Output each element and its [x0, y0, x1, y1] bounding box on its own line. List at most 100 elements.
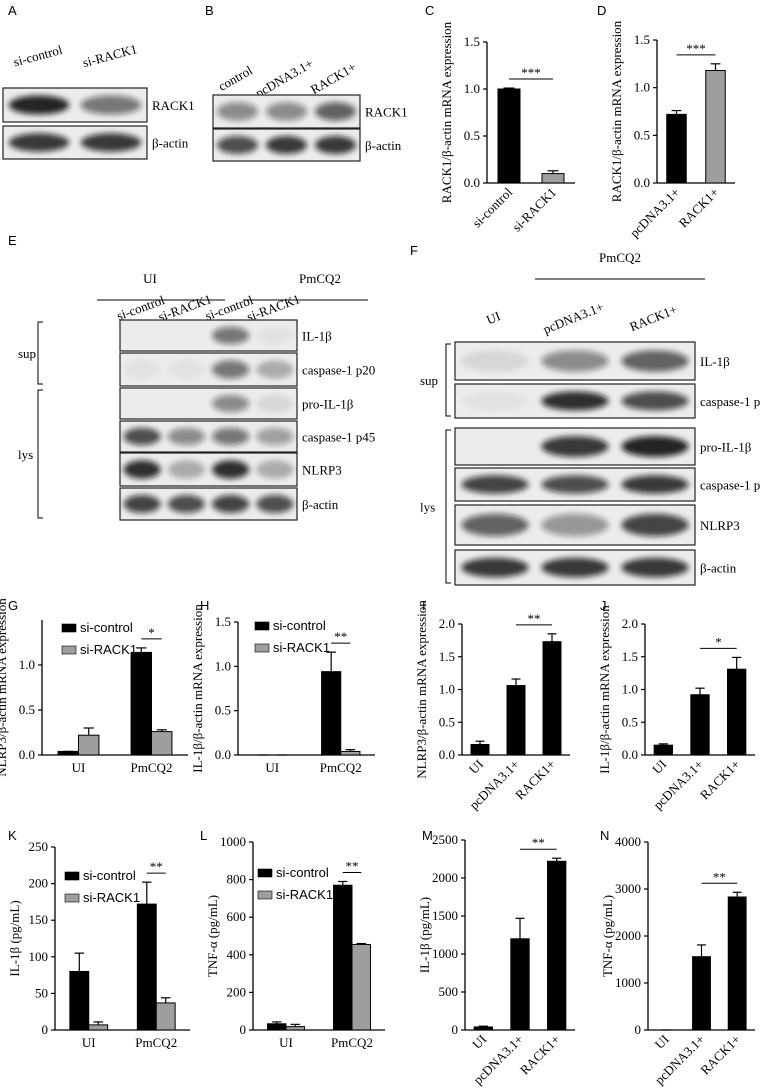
- y-tick-label: 4000: [615, 834, 641, 849]
- x-tick-label: PmCQ2: [331, 1035, 373, 1050]
- bar: [506, 685, 526, 756]
- panel-letter: A: [8, 3, 17, 18]
- band-label: IL-1β: [700, 354, 730, 369]
- y-axis-label: TNF-α (pg/mL): [205, 895, 220, 977]
- legend-swatch: [257, 890, 273, 900]
- bar: [285, 1026, 305, 1031]
- bar: [541, 173, 565, 184]
- y-tick-label: 0.0: [19, 747, 35, 762]
- panel-letter: D: [597, 3, 606, 18]
- blot-band: [621, 350, 689, 372]
- significance-label: **: [150, 859, 163, 874]
- y-axis-label: TNF-α (pg/mL): [600, 895, 615, 977]
- band-label: RACK1: [152, 98, 195, 113]
- x-tick-label: PmCQ2: [131, 760, 173, 775]
- y-tick-label: 1500: [432, 908, 458, 923]
- legend-label: si-control: [80, 620, 133, 635]
- y-tick-label: 1.0: [215, 658, 231, 673]
- blot-band: [212, 360, 250, 379]
- blot-band: [265, 102, 308, 121]
- y-tick-label: 2.0: [439, 616, 455, 631]
- bar: [470, 744, 490, 756]
- x-tick-label: PmCQ2: [135, 1035, 177, 1050]
- y-tick-label: 2500: [432, 832, 458, 847]
- legend-label: si-RACK1: [273, 640, 330, 655]
- blot-band: [541, 513, 609, 537]
- y-axis-label: NLRP3/β-actin mRNA expression: [0, 598, 9, 777]
- y-tick-label: 0.0: [215, 747, 231, 762]
- fraction-bracket: [37, 389, 43, 519]
- x-tick-label: RACK1+: [512, 757, 558, 803]
- legend-label: si-RACK1: [80, 642, 137, 657]
- y-axis-label: IL-1β (pg/mL): [417, 897, 432, 973]
- y-tick-label: 0: [240, 1022, 247, 1037]
- bar: [690, 694, 710, 756]
- legend-swatch: [257, 868, 273, 878]
- blot-band: [123, 460, 161, 479]
- y-tick-label: 500: [439, 984, 459, 999]
- blot-band: [216, 136, 259, 154]
- y-axis-label: IL-1β (pg/mL): [7, 900, 22, 976]
- significance-label: ***: [686, 41, 706, 56]
- blot-band: [167, 460, 205, 479]
- bar: [130, 651, 152, 756]
- legend-label: si-control: [273, 618, 326, 633]
- blot-band: [265, 136, 308, 154]
- panel-letter: K: [8, 828, 17, 843]
- blot-band: [256, 495, 294, 513]
- blot-band: [541, 557, 609, 578]
- y-tick-label: 2000: [432, 870, 458, 885]
- y-tick-label: 50: [35, 985, 48, 1000]
- group-label: UI: [143, 271, 157, 286]
- x-tick-label: pcDNA3.1+: [627, 185, 683, 241]
- y-tick-label: 0: [42, 1022, 49, 1037]
- bar: [473, 1026, 493, 1031]
- y-tick-label: 1.5: [634, 32, 650, 47]
- bar: [267, 1023, 287, 1031]
- blot-band: [216, 102, 259, 121]
- blot-band: [461, 350, 529, 372]
- band-label: caspase-1 p45: [302, 430, 375, 445]
- y-tick-label: 2000: [615, 928, 641, 943]
- y-tick-label: 1.0: [622, 682, 638, 697]
- y-tick-label: 600: [227, 909, 247, 924]
- lane-label: UI: [484, 308, 502, 327]
- bar: [727, 668, 747, 756]
- x-tick-label: UI: [279, 1035, 293, 1050]
- y-tick-label: 1.5: [622, 649, 638, 664]
- blot-band: [8, 95, 70, 115]
- y-tick-label: 0.0: [464, 175, 480, 190]
- y-tick-label: 0.0: [622, 747, 638, 762]
- y-tick-label: 1.0: [439, 682, 455, 697]
- lane-label: RACK1+: [627, 302, 679, 335]
- blot-band: [256, 326, 294, 345]
- bar: [547, 860, 567, 1031]
- y-tick-label: 1000: [432, 946, 458, 961]
- blot-band: [167, 495, 205, 513]
- blot-band: [124, 327, 161, 344]
- band-label: pro-IL-1β: [302, 397, 354, 412]
- bar: [321, 671, 342, 756]
- x-tick-label: UI: [652, 1032, 672, 1052]
- bar: [692, 956, 711, 1031]
- significance-label: *: [148, 625, 155, 640]
- panel-letter: L: [200, 828, 207, 843]
- y-tick-label: 150: [29, 912, 49, 927]
- panel-letter: F: [410, 243, 418, 258]
- bar: [653, 744, 674, 756]
- x-tick-label: RACK1+: [517, 1032, 563, 1078]
- blot-band: [621, 557, 689, 578]
- blot-band: [461, 513, 529, 537]
- legend-swatch: [64, 871, 80, 881]
- blot-band: [123, 427, 161, 446]
- blot-band: [621, 391, 689, 411]
- blot-band: [168, 395, 205, 412]
- blot-band: [541, 436, 609, 457]
- blot-band: [541, 350, 609, 372]
- y-tick-label: 0.5: [622, 714, 638, 729]
- legend-label: si-control: [83, 868, 136, 883]
- fraction-label: sup: [18, 346, 36, 361]
- group-label: PmCQ2: [299, 271, 341, 286]
- blot-band: [621, 475, 689, 494]
- band-label: NLRP3: [700, 518, 740, 533]
